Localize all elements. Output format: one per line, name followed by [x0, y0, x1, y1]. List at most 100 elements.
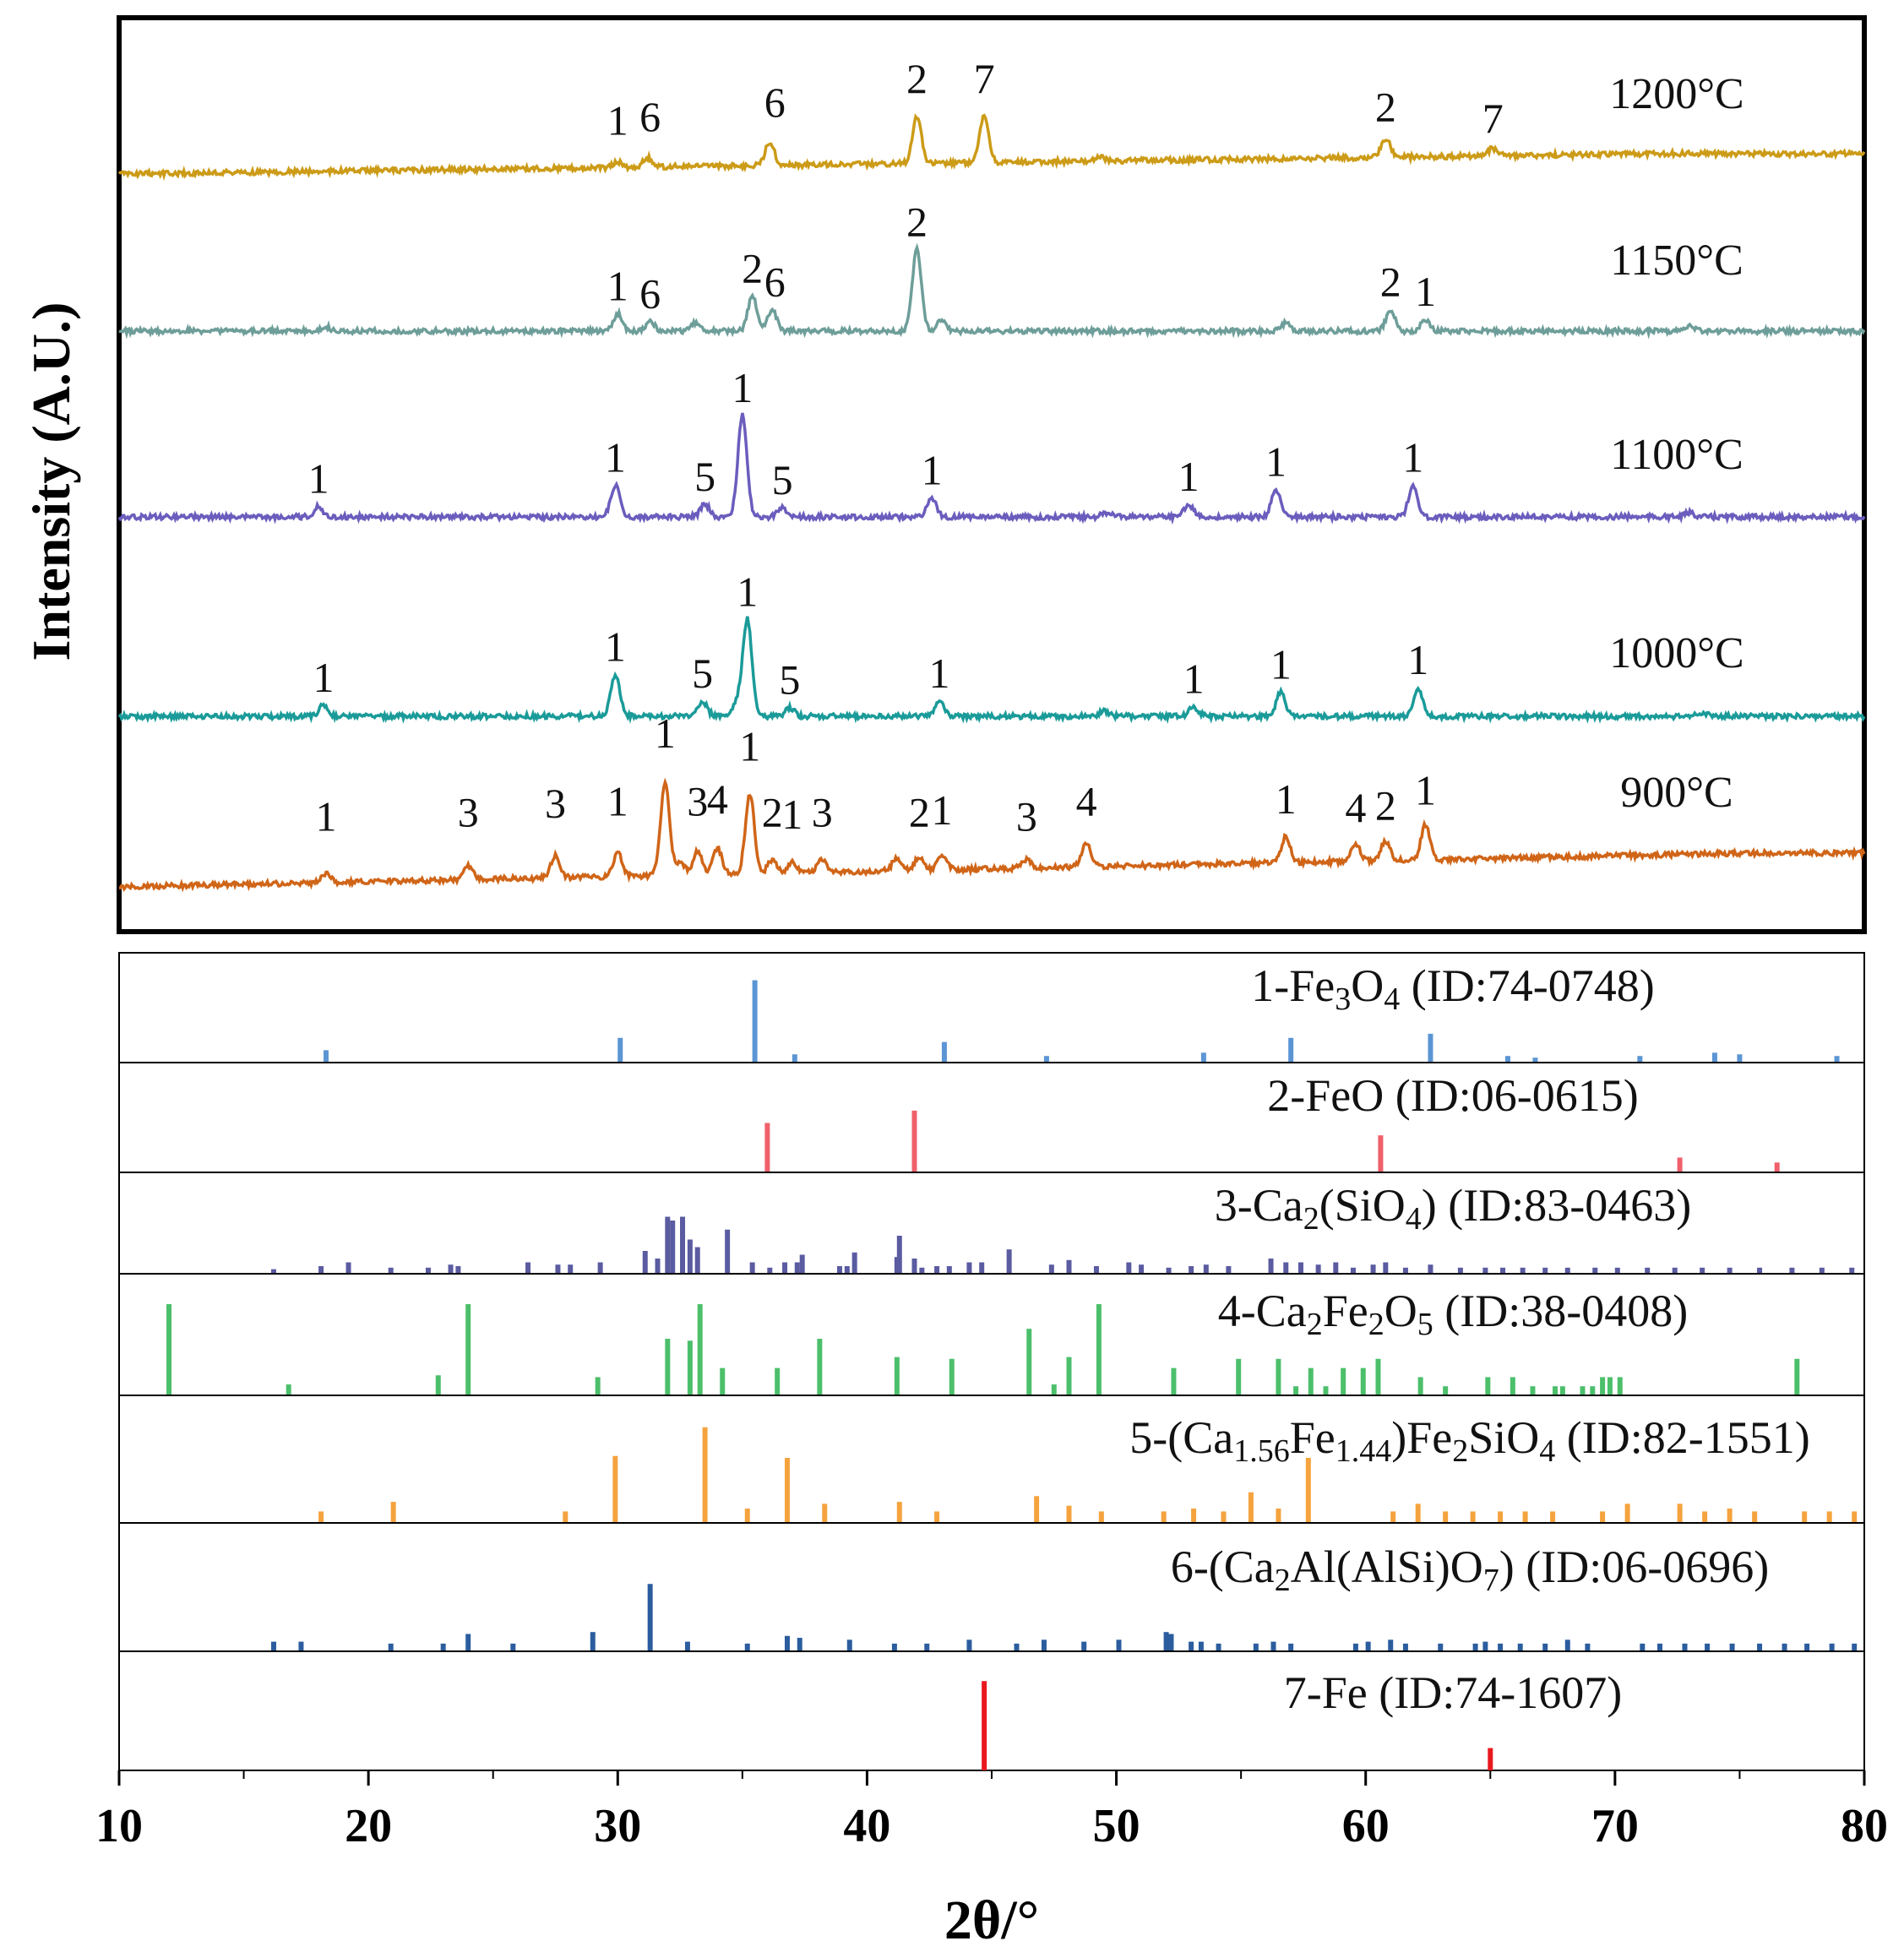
peak-label: 7 — [1482, 95, 1504, 142]
peak-label: 2 — [1375, 84, 1396, 131]
peak-label: 5 — [779, 656, 800, 704]
reference-label-part: ) (ID:83-0463) — [1422, 1180, 1691, 1231]
x-tick-label-60: 60 — [1342, 1800, 1390, 1852]
x-axis-title: 2θ/° — [944, 1889, 1039, 1951]
pattern-line-2 — [117, 412, 1866, 525]
reference-label-part: ) (ID:06-0696) — [1499, 1541, 1769, 1592]
peak-label: 1 — [922, 447, 943, 494]
reference-patterns: 1-Fe3O4 (ID:74-0748)2-FeO (ID:06-0615)3-… — [119, 960, 1864, 1770]
reference-label-part: 5-(Ca — [1129, 1412, 1233, 1463]
reference-label-part: (ID:82-1551) — [1555, 1412, 1809, 1463]
peak-label: 1 — [607, 262, 628, 309]
pattern-line-0 — [117, 113, 1866, 182]
reference-7: 7-Fe (ID:74-1607) — [119, 1650, 1864, 1770]
temperature-label: 1200°C — [1609, 70, 1744, 118]
reference-label-part: 2 — [1303, 1201, 1319, 1237]
pattern-2: 1100°C1 1 515 1 1 1 1 — [117, 364, 1866, 525]
peak-label: 5 — [772, 456, 793, 503]
peak-label: 2 — [742, 245, 763, 292]
peak-label: 1 — [1178, 453, 1200, 500]
peak-label: 1 — [607, 777, 628, 824]
peak-label: 2 — [1380, 258, 1401, 306]
reference-label-part: O — [1351, 960, 1384, 1011]
reference-6: 6-(Ca2Al(AlSi)O7) (ID:06-0696) — [119, 1522, 1864, 1651]
reference-label-part: 2 — [1368, 1307, 1384, 1342]
reference-label: 5-(Ca1.56Fe1.44)Fe2SiO4 (ID:82-1551) — [1129, 1412, 1809, 1469]
reference-label-part: 4-Ca — [1218, 1286, 1307, 1336]
pattern-line-3 — [117, 616, 1866, 725]
reference-5: 5-(Ca1.56Fe1.44)Fe2SiO4 (ID:82-1551) — [119, 1395, 1864, 1523]
peak-label: 1 — [1276, 775, 1297, 823]
y-axis-title: Intensity (A.U.) — [21, 302, 81, 661]
reference-label: 7-Fe (ID:74-1607) — [1284, 1667, 1622, 1718]
x-tick-label-80: 80 — [1841, 1800, 1888, 1852]
pattern-line-1 — [118, 242, 1866, 340]
reference-label-part: (ID:38-0408) — [1433, 1286, 1688, 1336]
reference-label-part: 2 — [1452, 1433, 1468, 1469]
reference-label-part: 2-FeO (ID:06-0615) — [1267, 1070, 1638, 1121]
reference-label-part: SiO — [1468, 1412, 1539, 1463]
peak-label: 1 — [781, 791, 802, 838]
peak-label: 1 — [1183, 655, 1205, 703]
peak-label: 6 — [639, 270, 661, 318]
x-tick-label-10: 10 — [95, 1800, 143, 1852]
peak-label: 5 — [692, 650, 713, 697]
peak-label: 1 — [1415, 268, 1436, 315]
reference-label-part: 2 — [1307, 1307, 1323, 1342]
reference-label-part: O — [1384, 1286, 1417, 1336]
reference-label-part: 3 — [1335, 981, 1351, 1017]
reference-label: 2-FeO (ID:06-0615) — [1267, 1070, 1638, 1121]
reference-label-part: 7 — [1483, 1563, 1499, 1598]
x-tick-label-50: 50 — [1093, 1800, 1140, 1852]
peak-label: 1 — [1270, 640, 1292, 688]
peak-label: 6 — [639, 93, 661, 140]
peak-label: 5 — [694, 453, 715, 500]
pattern-0: 1200°C1 6 6 2 72 7 — [117, 55, 1866, 182]
peak-label: 1 — [1415, 766, 1436, 813]
x-tick-label-30: 30 — [594, 1800, 641, 1852]
reference-1: 1-Fe3O4 (ID:74-0748) — [323, 960, 1840, 1063]
peak-label: 1 — [732, 364, 753, 411]
reference-label-part: 4 — [1384, 981, 1400, 1017]
peak-label: 7 — [974, 55, 995, 102]
peak-label: 2 — [762, 788, 783, 835]
peak-label: 1 — [605, 623, 626, 671]
peak-label: 6 — [764, 258, 786, 306]
reference-label-part: Al(AlSi)O — [1291, 1541, 1483, 1592]
peak-label: 3 — [687, 777, 708, 824]
reference-label-part: 5 — [1417, 1307, 1433, 1342]
x-tick-label-40: 40 — [843, 1800, 890, 1852]
reference-label-part: 1-Fe — [1251, 960, 1335, 1011]
reference-3: 3-Ca2(SiO4) (ID:83-0463) — [119, 1172, 1864, 1274]
peak-label: 1 — [655, 710, 676, 757]
reference-label-part: 4 — [1539, 1433, 1555, 1469]
x-tick-label-70: 70 — [1591, 1800, 1639, 1852]
reference-label-part: (SiO — [1319, 1180, 1406, 1231]
reference-label: 1-Fe3O4 (ID:74-0748) — [1251, 960, 1654, 1017]
peak-label: 3 — [812, 788, 833, 835]
peak-label: 1 — [1402, 434, 1423, 481]
peak-label: 1 — [607, 96, 628, 144]
temperature-label: 1100°C — [1610, 431, 1744, 479]
reference-label-part: (ID:74-0748) — [1400, 960, 1654, 1011]
peak-label: 1 — [605, 434, 626, 481]
reference-label-part: )Fe — [1391, 1412, 1452, 1463]
peak-label: 4 — [707, 775, 728, 823]
peak-label: 1 — [308, 455, 329, 503]
peak-label: 4 — [1345, 784, 1366, 831]
peak-label: 2 — [906, 198, 928, 245]
peak-label: 2 — [906, 55, 928, 102]
peak-label: 2 — [909, 788, 930, 835]
peak-label: 1 — [1407, 636, 1428, 683]
x-axis: 10 20 30 40 50 60 70 80 — [95, 1770, 1888, 1852]
peak-label: 4 — [1076, 777, 1097, 824]
reference-label-part: 2 — [1275, 1563, 1291, 1598]
reference-label-part: Fe — [1290, 1412, 1336, 1463]
temperature-label: 1150°C — [1610, 237, 1744, 285]
reference-label-part: 1.56 — [1233, 1433, 1290, 1469]
reference-label: 6-(Ca2Al(AlSi)O7) (ID:06-0696) — [1171, 1541, 1769, 1598]
